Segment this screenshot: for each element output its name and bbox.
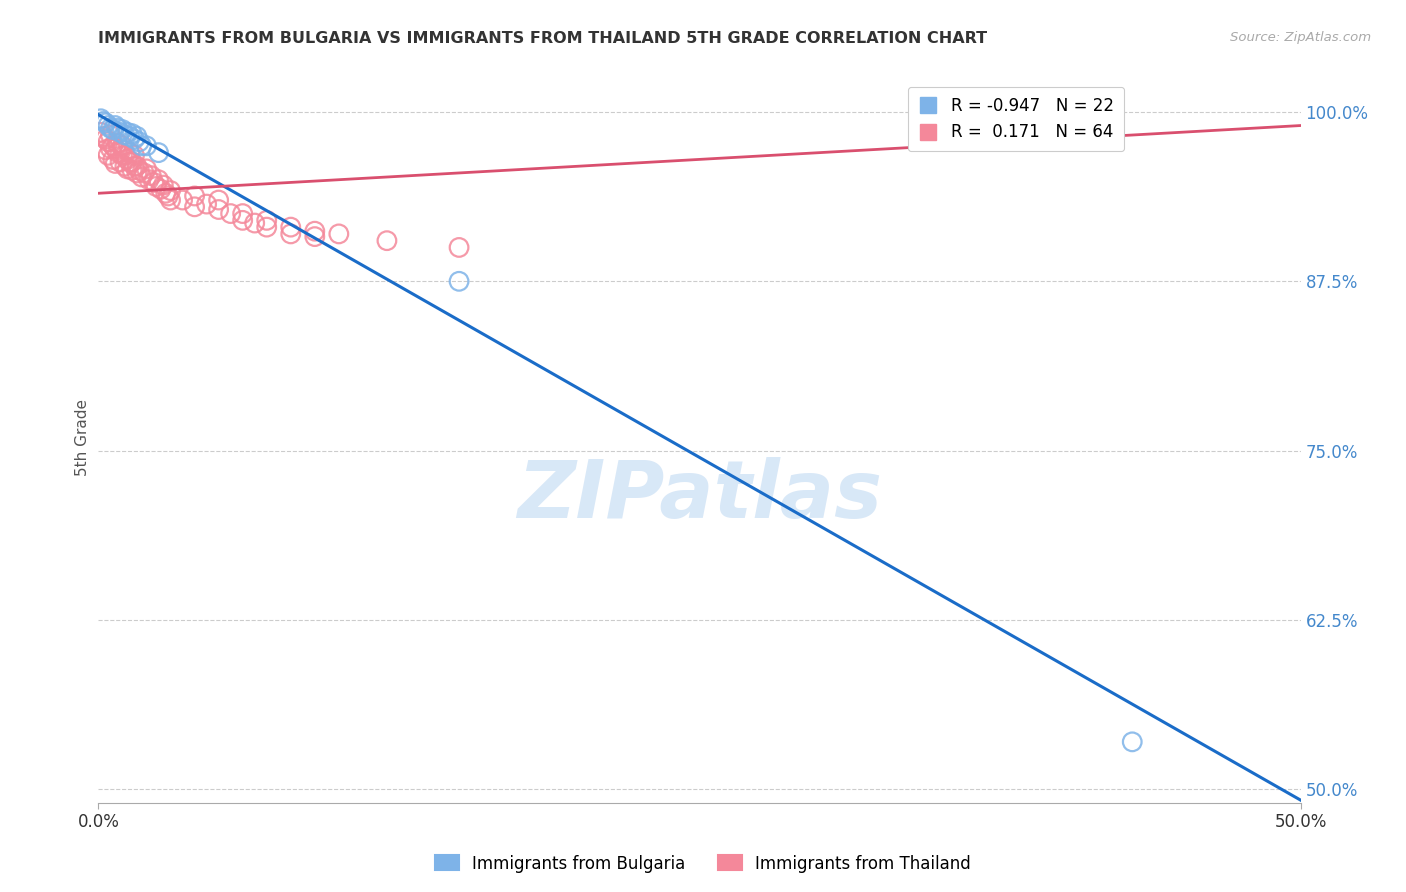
Point (142, 176, 165, 190)
Point (100, 121, 122, 136)
Legend: Immigrants from Bulgaria, Immigrants from Thailand: Immigrants from Bulgaria, Immigrants fro… (429, 848, 977, 880)
Text: ZIPatlas: ZIPatlas (517, 457, 882, 534)
Point (111, 148, 134, 162)
Point (155, 186, 177, 201)
Point (104, 156, 127, 170)
Point (145, 179, 167, 194)
Point (304, 229, 326, 244)
Point (280, 227, 302, 241)
Point (125, 159, 148, 173)
Point (117, 125, 139, 139)
Point (107, 145, 129, 160)
Point (159, 193, 181, 207)
Point (208, 193, 231, 207)
Point (108, 145, 131, 160)
Point (90, 125, 112, 139)
Point (121, 127, 143, 141)
Point (208, 202, 231, 217)
Point (121, 155, 143, 169)
Point (138, 172, 160, 186)
Point (114, 128, 136, 142)
Point (219, 206, 242, 220)
Point (304, 224, 326, 238)
Point (148, 172, 170, 186)
Point (195, 197, 218, 211)
Point (328, 227, 350, 241)
Point (118, 145, 141, 160)
Point (131, 169, 153, 184)
Point (101, 122, 124, 136)
Point (157, 189, 180, 203)
Point (94, 116, 117, 130)
Point (114, 159, 136, 173)
Point (125, 129, 148, 144)
Point (101, 153, 124, 167)
Point (124, 159, 146, 173)
Legend: R = -0.947   N = 22, R =  0.171   N = 64: R = -0.947 N = 22, R = 0.171 N = 64 (908, 87, 1123, 152)
Point (97, 119, 120, 133)
Point (152, 178, 174, 193)
Point (232, 206, 254, 220)
Point (117, 153, 139, 167)
Point (141, 169, 163, 183)
Point (117, 161, 139, 176)
Point (172, 193, 194, 207)
Point (128, 163, 150, 178)
Point (1121, 735, 1143, 749)
Point (100, 128, 122, 142)
Point (91, 129, 114, 144)
Point (107, 136, 129, 150)
Point (280, 220, 302, 235)
Point (159, 184, 181, 198)
Point (243, 216, 266, 230)
Point (108, 125, 131, 139)
Y-axis label: 5th Grade: 5th Grade (75, 399, 90, 475)
Point (121, 163, 143, 178)
Text: Source: ZipAtlas.com: Source: ZipAtlas.com (1230, 31, 1371, 45)
Point (107, 121, 129, 136)
Point (118, 155, 141, 169)
Point (104, 119, 127, 133)
Point (97, 135, 120, 149)
Point (91, 114, 114, 128)
Point (183, 200, 205, 214)
Point (128, 135, 150, 149)
Point (125, 166, 148, 180)
Point (124, 132, 146, 146)
Point (232, 213, 254, 227)
Point (131, 139, 153, 153)
Point (114, 148, 136, 162)
Text: IMMIGRANTS FROM BULGARIA VS IMMIGRANTS FROM THAILAND 5TH GRADE CORRELATION CHART: IMMIGRANTS FROM BULGARIA VS IMMIGRANTS F… (98, 31, 987, 46)
Point (111, 139, 134, 153)
Point (183, 189, 205, 203)
Point (375, 234, 398, 248)
Point (135, 161, 157, 176)
Point (94, 143, 117, 157)
Point (90, 112, 112, 126)
Point (111, 122, 134, 136)
Point (447, 274, 470, 288)
Point (256, 220, 278, 235)
Point (135, 139, 157, 153)
Point (101, 139, 124, 153)
Point (104, 142, 127, 156)
Point (149, 182, 172, 196)
Point (100, 142, 122, 156)
Point (256, 213, 278, 227)
Point (118, 129, 141, 144)
Point (124, 148, 146, 162)
Point (94, 132, 117, 146)
Point (108, 155, 131, 169)
Point (148, 145, 170, 160)
Point (132, 166, 155, 180)
Point (97, 148, 120, 162)
Point (447, 240, 470, 254)
